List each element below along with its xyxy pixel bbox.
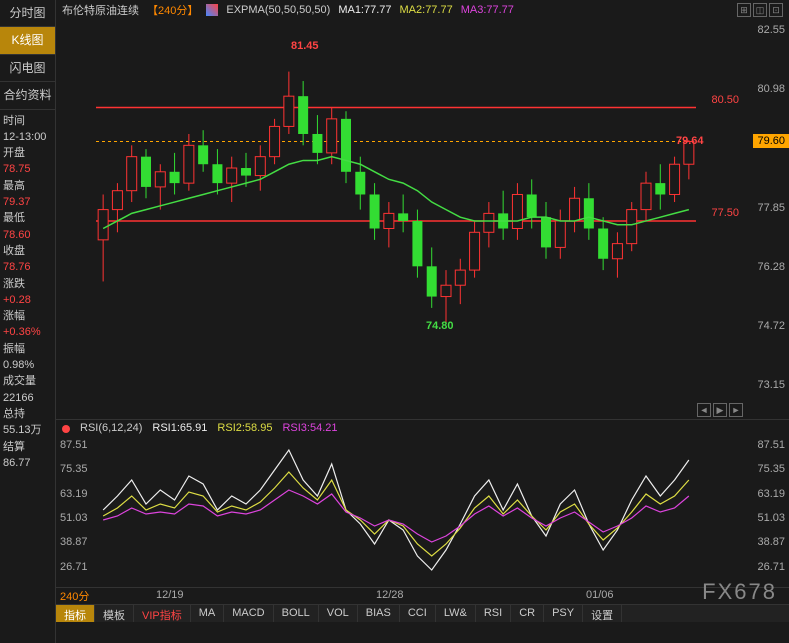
low-annotation: 74.80 xyxy=(426,320,454,332)
close-value: 78.76 xyxy=(3,261,31,273)
indicator-tab-指标[interactable]: 指标 xyxy=(56,605,95,622)
chart-header: 布伦特原油连续 【240分】 EXPMA(50,50,50,50) MA1:77… xyxy=(56,0,789,20)
expma-label: EXPMA(50,50,50,50) xyxy=(226,4,330,16)
indicator-tab-VIP指标[interactable]: VIP指标 xyxy=(134,605,191,622)
time-value: 12-13:00 xyxy=(3,131,46,143)
rsi-y-tick: 63.19 xyxy=(60,488,88,500)
main-area: 布伦特原油连续 【240分】 EXPMA(50,50,50,50) MA1:77… xyxy=(56,0,789,643)
y-tick-label: 77.85 xyxy=(757,202,785,214)
indicator-tab-BOLL[interactable]: BOLL xyxy=(274,605,319,622)
resistance-label: 80.50 xyxy=(711,94,739,106)
amp-label: 振幅 xyxy=(3,343,25,355)
ma1-label: MA1:77.77 xyxy=(338,4,391,16)
expma-icon xyxy=(206,4,218,16)
time-label: 时间 xyxy=(3,115,25,127)
support-label: 77.50 xyxy=(711,207,739,219)
rsi-y-tick: 87.51 xyxy=(757,439,785,451)
scroll-left-icon[interactable]: ◄ xyxy=(697,403,711,417)
high-annotation: 81.45 xyxy=(291,40,319,52)
low-label: 最低 xyxy=(3,212,25,224)
rsi-y-tick: 63.19 xyxy=(757,488,785,500)
oi-value: 55.13万 xyxy=(3,424,42,436)
indicator-tab-CCI[interactable]: CCI xyxy=(400,605,436,622)
timeframe-tag: 【240分】 xyxy=(147,2,198,18)
indicator-tab-RSI[interactable]: RSI xyxy=(476,605,511,622)
change-value: +0.28 xyxy=(3,294,31,306)
sidebar-tab-1[interactable]: K线图 xyxy=(0,27,55,54)
rsi-y-tick: 38.87 xyxy=(757,536,785,548)
open-value: 78.75 xyxy=(3,163,31,175)
quote-info-panel: 时间 12-13:00 开盘 78.75 最高 79.37 最低 78.60 收… xyxy=(0,110,55,643)
rsi1-label: RSI1:65.91 xyxy=(152,422,207,434)
indicator-tab-MA[interactable]: MA xyxy=(191,605,225,622)
pct-label: 涨幅 xyxy=(3,310,25,322)
instrument-title: 布伦特原油连续 xyxy=(62,2,139,18)
time-tick: 12/19 xyxy=(156,589,184,601)
time-tick: 01/06 xyxy=(586,589,614,601)
y-tick-label: 73.15 xyxy=(757,379,785,391)
scroll-play-icon[interactable]: ▶ xyxy=(713,403,727,417)
indicator-tab-BIAS[interactable]: BIAS xyxy=(358,605,400,622)
indicator-tab-模板[interactable]: 模板 xyxy=(95,605,134,622)
indicator-tab-设置[interactable]: 设置 xyxy=(583,605,622,622)
pct-value: +0.36% xyxy=(3,326,41,338)
ma2-label: MA2:77.77 xyxy=(400,4,453,16)
indicator-tab-PSY[interactable]: PSY xyxy=(544,605,583,622)
close-label: 收盘 xyxy=(3,245,25,257)
sidebar-tab-0[interactable]: 分时图 xyxy=(0,0,55,27)
indicator-tab-VOL[interactable]: VOL xyxy=(319,605,358,622)
rsi-dot-icon xyxy=(62,425,70,433)
oi-label: 总持 xyxy=(3,408,25,420)
tool-icon-2[interactable]: ◫ xyxy=(753,3,767,17)
y-tick-label: 74.72 xyxy=(757,320,785,332)
rsi-chart[interactable]: RSI(6,12,24) RSI1:65.91 RSI2:58.95 RSI3:… xyxy=(56,420,789,588)
rsi-label: RSI(6,12,24) xyxy=(80,422,142,434)
rsi2-label: RSI2:58.95 xyxy=(217,422,272,434)
candlestick-chart[interactable]: 82.55 80.98 77.85 76.28 74.72 73.15 79.60 81.… xyxy=(56,20,789,420)
rsi-y-tick: 51.03 xyxy=(60,512,88,524)
y-tick-label: 80.98 xyxy=(757,83,785,95)
high-label: 最高 xyxy=(3,180,25,192)
indicator-tab-CR[interactable]: CR xyxy=(511,605,544,622)
tool-icon-3[interactable]: ⊡ xyxy=(769,3,783,17)
high-value: 79.37 xyxy=(3,196,31,208)
rsi-y-tick: 26.71 xyxy=(757,561,785,573)
sidebar-tab-2[interactable]: 闪电图 xyxy=(0,55,55,82)
vol-label: 成交量 xyxy=(3,375,36,387)
last-annotation: 79.64 xyxy=(676,135,704,147)
low-value: 78.60 xyxy=(3,229,31,241)
sidebar-tab-3[interactable]: 合约资料 xyxy=(0,82,55,109)
settle-value: 86.77 xyxy=(3,457,31,469)
rsi-y-tick: 51.03 xyxy=(757,512,785,524)
indicator-tab-MACD[interactable]: MACD xyxy=(224,605,273,622)
ma3-label: MA3:77.77 xyxy=(461,4,514,16)
open-label: 开盘 xyxy=(3,147,25,159)
time-axis: 240分 12/19 12/28 01/06 xyxy=(56,588,789,604)
rsi-y-tick: 75.35 xyxy=(757,463,785,475)
vol-value: 22166 xyxy=(3,392,34,404)
current-price-tag: 79.60 xyxy=(753,134,789,148)
indicator-tabs: 指标模板VIP指标MAMACDBOLLVOLBIASCCILW&RSICRPSY… xyxy=(56,604,789,622)
timeframe-label: 240分 xyxy=(60,588,89,604)
rsi-y-tick: 38.87 xyxy=(60,536,88,548)
left-sidebar: 分时图K线图闪电图合约资料 时间 12-13:00 开盘 78.75 最高 79… xyxy=(0,0,56,643)
rsi-y-tick: 26.71 xyxy=(60,561,88,573)
change-label: 涨跌 xyxy=(3,278,25,290)
indicator-tab-LW&[interactable]: LW& xyxy=(436,605,476,622)
rsi3-label: RSI3:54.21 xyxy=(282,422,337,434)
amp-value: 0.98% xyxy=(3,359,34,371)
time-tick: 12/28 xyxy=(376,589,404,601)
rsi-y-tick: 87.51 xyxy=(60,439,88,451)
tool-icon-1[interactable]: ⊞ xyxy=(737,3,751,17)
settle-label: 结算 xyxy=(3,441,25,453)
y-tick-label: 82.55 xyxy=(757,24,785,36)
rsi-y-tick: 75.35 xyxy=(60,463,88,475)
y-tick-label: 76.28 xyxy=(757,261,785,273)
scroll-right-icon[interactable]: ► xyxy=(729,403,743,417)
